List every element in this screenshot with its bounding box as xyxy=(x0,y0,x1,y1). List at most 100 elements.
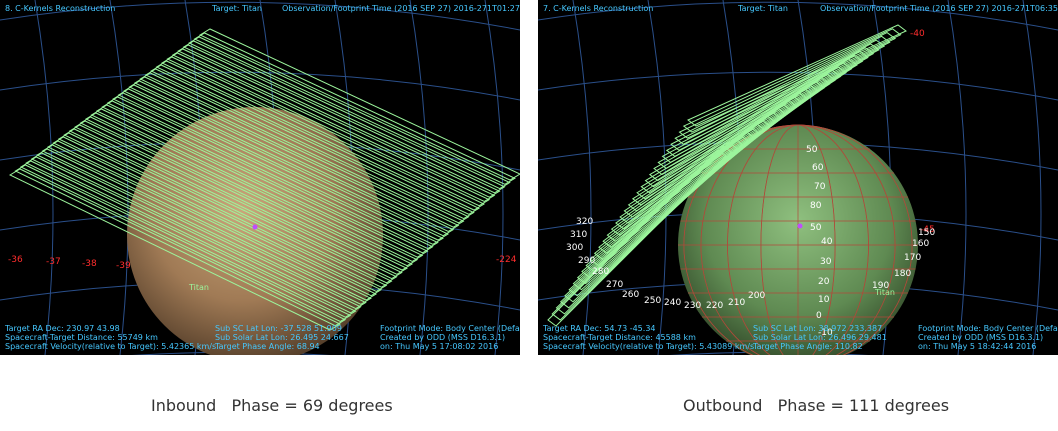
latitude-label: 30 xyxy=(820,257,832,267)
footprint-outline xyxy=(52,136,383,297)
footprint-outline xyxy=(41,144,372,305)
spacecraft-velocity: Spacecraft Velocity(relative to Target):… xyxy=(543,342,755,351)
footprint-outline xyxy=(90,108,419,267)
longitude-label: 280 xyxy=(592,267,609,277)
latitude-label: 50 xyxy=(810,223,822,233)
window-title: 7. C-Kernels Reconstruction xyxy=(543,4,654,13)
latitude-label: 10 xyxy=(818,295,830,305)
footprint-outline xyxy=(144,68,470,224)
footprint-outline xyxy=(79,116,408,275)
footprint-outline xyxy=(46,140,378,301)
target-ra-dec: Target RA Dec: 230.97 43.98 xyxy=(5,324,120,333)
longitude-label: 210 xyxy=(728,298,745,308)
latitude-label: 60 xyxy=(812,163,824,173)
footprint-outline xyxy=(84,112,414,271)
footprint-outline xyxy=(106,96,434,254)
longitude-label: 170 xyxy=(904,253,921,263)
footprint-outline xyxy=(171,48,496,202)
outbound-scene: -40 -45 50 60 70 80 50 40 30 20 10 0 -10 320 310 300 2… xyxy=(538,0,1058,355)
info-block-right: Footprint Mode: Body Center (Default) Cr… xyxy=(380,324,520,351)
footprint-outline xyxy=(117,88,444,245)
longitude-label: 290 xyxy=(578,256,595,266)
instrument-footprints xyxy=(8,28,520,331)
outbound-caption: Outbound Phase = 111 degrees xyxy=(683,396,950,415)
phase-angle: Target Phase Angle: 68.94 xyxy=(215,342,320,351)
longitude-label: 200 xyxy=(748,291,765,301)
sky-grid-line xyxy=(34,0,54,355)
footprint-outline xyxy=(112,92,439,250)
longitude-label: 230 xyxy=(684,301,701,311)
sky-grid-line xyxy=(538,1,1058,31)
sky-grid-line xyxy=(1022,0,1042,355)
footprint-mode: Footprint Mode: Body Center (Default) xyxy=(918,324,1058,333)
footprint-outline xyxy=(25,156,357,318)
edge-label: -39 xyxy=(116,261,131,271)
sub-solar-lat-lon: Sub Solar Lat Lon: 26.496 29.481 xyxy=(753,333,887,342)
created-on: on: Thu May 5 18:42:44 2016 xyxy=(918,342,1037,351)
target-label: Titan xyxy=(874,288,895,297)
footprint-outline xyxy=(8,168,342,331)
lat-lon-grid xyxy=(678,124,918,355)
footprint-outline xyxy=(139,72,465,228)
footprint-outline xyxy=(682,28,902,133)
latitude-label: -10 xyxy=(818,328,833,338)
footprint-outline xyxy=(193,32,516,185)
latitude-label: 70 xyxy=(814,182,826,192)
instrument-footprints xyxy=(547,24,907,327)
footprint-outline xyxy=(74,120,403,280)
edge-label: -224 xyxy=(496,255,517,265)
target-label: Titan xyxy=(188,283,209,292)
sky-grid-line xyxy=(947,0,967,355)
sky-grid-line xyxy=(409,0,429,355)
longitude-label: 220 xyxy=(706,301,723,311)
sub-sc-lat-lon: Sub SC Lat Lon: -37.528 51.909 xyxy=(215,324,342,333)
info-block-right: Footprint Mode: Body Center (Default) Cr… xyxy=(918,324,1058,351)
latitude-label: 50 xyxy=(806,145,818,155)
longitude-label: 320 xyxy=(576,217,593,227)
latitude-label: 0 xyxy=(816,311,822,321)
footprint-outline xyxy=(160,56,486,211)
target-ra-dec: Target RA Dec: 54.73 -45.34 xyxy=(543,324,656,333)
footprint-mode: Footprint Mode: Body Center (Default) xyxy=(380,324,520,333)
sky-grid-line xyxy=(0,1,520,31)
inbound-view-panel: -36 -37 -38 -39 -224 Titan 8. C-Kernels … xyxy=(0,0,520,355)
longitude-line xyxy=(683,124,913,355)
longitude-label: 160 xyxy=(912,239,929,249)
edge-label: -45 xyxy=(920,225,935,235)
footprint-outline xyxy=(166,52,491,207)
footprint-outline xyxy=(687,24,907,127)
outbound-view-panel: -40 -45 50 60 70 80 50 40 30 20 10 0 -10 320 310 300 2… xyxy=(538,0,1058,355)
longitude-label: 240 xyxy=(664,298,681,308)
subspacecraft-point xyxy=(252,224,258,230)
sky-grid-line xyxy=(572,0,592,355)
longitude-label: 270 xyxy=(606,280,623,290)
longitude-label: 180 xyxy=(894,269,911,279)
info-block-left: Target RA Dec: 230.97 43.98 Spacecraft-T… xyxy=(5,324,216,351)
footprint-outline xyxy=(101,100,429,258)
target-distance: Spacecraft-Target Distance: 55749 km xyxy=(5,333,158,342)
longitude-label: 260 xyxy=(622,290,639,300)
footprint-outline xyxy=(657,50,869,170)
longitude-label: 300 xyxy=(566,243,583,253)
footprint-outline xyxy=(63,128,393,288)
footprint-outline xyxy=(30,152,362,314)
footprint-outline xyxy=(674,35,891,145)
footprint-outline xyxy=(19,160,352,322)
footprint-outline xyxy=(122,84,450,241)
footprint-outline xyxy=(665,43,880,157)
footprint-outline xyxy=(36,148,367,310)
footprint-outline xyxy=(644,62,853,188)
footprint-outline xyxy=(128,80,455,237)
created-on: on: Thu May 5 17:08:02 2016 xyxy=(380,342,499,351)
sky-grid-line xyxy=(484,0,504,355)
footprint-outline xyxy=(182,40,506,194)
longitude-label: 250 xyxy=(644,296,661,306)
footprint-outline xyxy=(133,76,460,232)
footprint-outline xyxy=(14,164,347,327)
footprint-outline xyxy=(678,31,897,139)
titan-globe xyxy=(678,125,918,355)
longitude-label: 190 xyxy=(872,281,889,291)
info-block-left: Target RA Dec: 54.73 -45.34 Spacecraft-T… xyxy=(543,324,754,351)
latitude-label: 80 xyxy=(810,201,822,211)
